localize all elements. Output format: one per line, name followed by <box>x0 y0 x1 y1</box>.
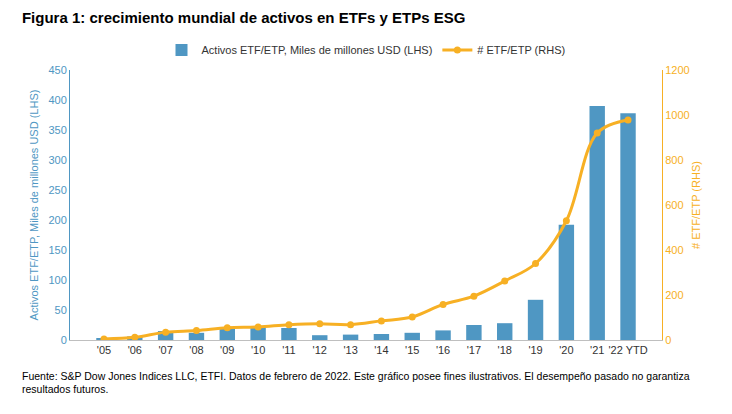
svg-text:600: 600 <box>665 199 683 211</box>
svg-text:1000: 1000 <box>665 109 689 121</box>
svg-text:'08: '08 <box>189 344 203 356</box>
svg-text:1200: 1200 <box>665 64 689 76</box>
svg-text:'13: '13 <box>343 344 357 356</box>
svg-text:200: 200 <box>665 289 683 301</box>
svg-text:50: 50 <box>55 304 67 316</box>
svg-text:300: 300 <box>48 154 66 166</box>
svg-text:'11: '11 <box>282 344 296 356</box>
svg-text:'14: '14 <box>374 344 388 356</box>
svg-text:450: 450 <box>48 64 66 76</box>
svg-text:'21: '21 <box>590 344 604 356</box>
svg-text:0: 0 <box>665 334 671 346</box>
svg-text:Activos ETF/ETP, Miles de mill: Activos ETF/ETP, Miles de millones USD (… <box>202 44 433 56</box>
svg-text:150: 150 <box>48 244 66 256</box>
svg-text:# ETF/ETP (RHS): # ETF/ETP (RHS) <box>477 44 565 56</box>
svg-text:'19: '19 <box>528 344 542 356</box>
svg-text:0: 0 <box>61 334 67 346</box>
svg-text:200: 200 <box>48 214 66 226</box>
svg-text:'05: '05 <box>97 344 111 356</box>
svg-text:400: 400 <box>665 244 683 256</box>
svg-text:# ETF/ETP (RHS): # ETF/ETP (RHS) <box>690 161 702 249</box>
svg-text:100: 100 <box>48 274 66 286</box>
svg-text:400: 400 <box>48 94 66 106</box>
svg-text:'22 YTD: '22 YTD <box>608 344 647 356</box>
svg-text:'18: '18 <box>498 344 512 356</box>
svg-text:'16: '16 <box>436 344 450 356</box>
svg-text:'12: '12 <box>313 344 327 356</box>
html-text:Fuente: S&P Dow Jones Indices: Fuente: S&P Dow Jones Indices LLC, ETFI.… <box>22 370 690 395</box>
svg-text:250: 250 <box>48 184 66 196</box>
svg-text:Activos ETF/ETP, Miles de mill: Activos ETF/ETP, Miles de millones USD (… <box>28 90 40 321</box>
svg-text:800: 800 <box>665 154 683 166</box>
svg-text:'09: '09 <box>220 344 234 356</box>
svg-text:'10: '10 <box>251 344 265 356</box>
svg-text:'07: '07 <box>158 344 172 356</box>
svg-text:350: 350 <box>48 124 66 136</box>
svg-text:'17: '17 <box>467 344 481 356</box>
svg-text:Figura 1: crecimiento mundial: Figura 1: crecimiento mundial de activos… <box>22 9 465 26</box>
svg-text:'06: '06 <box>128 344 142 356</box>
svg-text:'15: '15 <box>405 344 419 356</box>
svg-text:'20: '20 <box>559 344 573 356</box>
